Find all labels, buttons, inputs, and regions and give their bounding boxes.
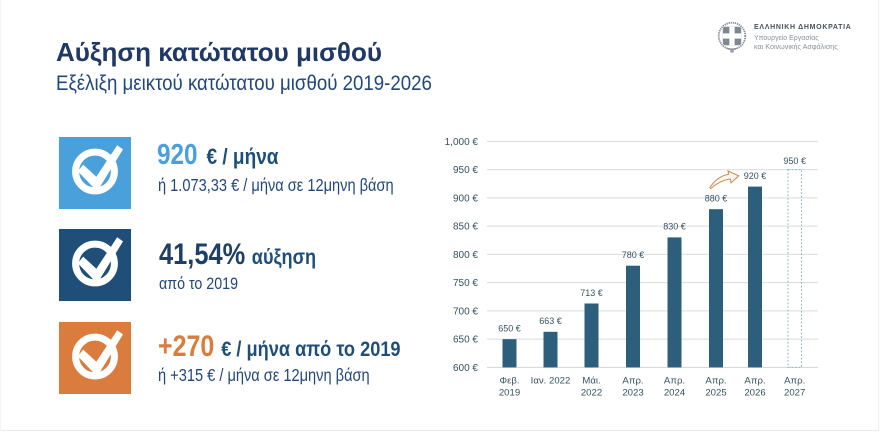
- svg-text:650 €: 650 €: [453, 335, 478, 346]
- svg-text:780 €: 780 €: [622, 250, 645, 260]
- svg-text:750 €: 750 €: [453, 278, 478, 289]
- svg-text:2025: 2025: [705, 388, 726, 399]
- svg-text:Φεβ.: Φεβ.: [499, 376, 519, 387]
- svg-text:663 €: 663 €: [539, 316, 562, 326]
- svg-text:1,000 €: 1,000 €: [445, 137, 479, 148]
- svg-text:Ιαν. 2022: Ιαν. 2022: [531, 376, 571, 387]
- svg-text:600 €: 600 €: [453, 363, 478, 374]
- svg-text:2019: 2019: [499, 388, 520, 399]
- svg-text:830 €: 830 €: [663, 222, 686, 232]
- svg-text:2024: 2024: [664, 388, 686, 399]
- svg-text:920 €: 920 €: [744, 171, 767, 181]
- svg-text:950 €: 950 €: [783, 156, 806, 166]
- svg-text:950 €: 950 €: [453, 165, 478, 176]
- svg-text:Απρ.: Απρ.: [622, 376, 643, 387]
- svg-text:Απρ.: Απρ.: [744, 376, 765, 387]
- svg-text:900 €: 900 €: [453, 193, 478, 204]
- svg-text:Μάι.: Μάι.: [582, 376, 600, 387]
- svg-text:Απρ.: Απρ.: [784, 376, 805, 387]
- svg-text:2026: 2026: [744, 388, 765, 399]
- svg-text:800 €: 800 €: [453, 250, 478, 261]
- svg-text:700 €: 700 €: [453, 306, 478, 317]
- svg-text:880 €: 880 €: [705, 194, 728, 204]
- svg-text:2022: 2022: [581, 388, 602, 399]
- svg-text:850 €: 850 €: [453, 222, 478, 233]
- svg-text:Απρ.: Απρ.: [664, 376, 685, 387]
- svg-text:Απρ.: Απρ.: [705, 376, 726, 387]
- svg-text:2027: 2027: [784, 388, 805, 399]
- svg-text:2023: 2023: [622, 388, 643, 399]
- svg-text:713 €: 713 €: [580, 288, 603, 298]
- svg-text:650 €: 650 €: [498, 324, 521, 334]
